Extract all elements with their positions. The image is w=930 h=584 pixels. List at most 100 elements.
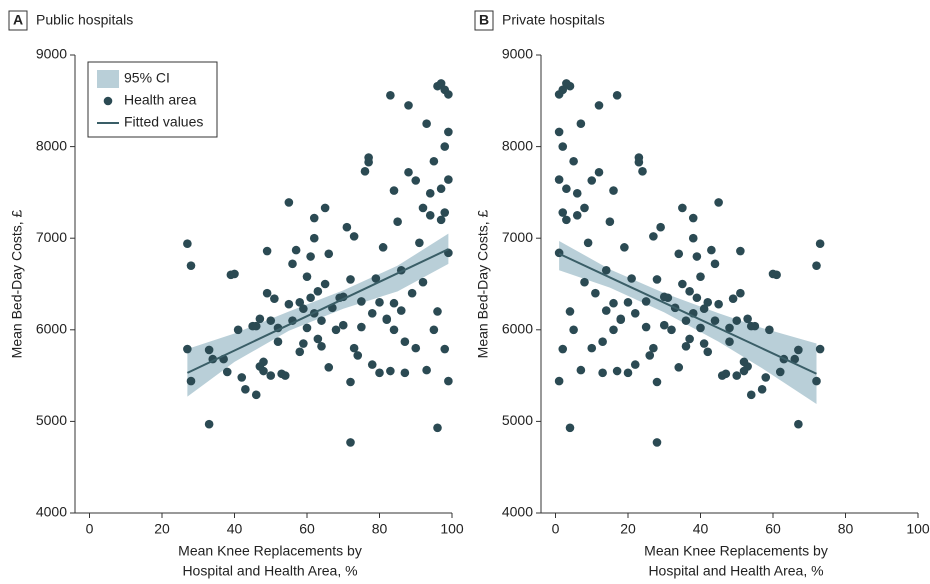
point [616, 314, 626, 324]
point [746, 390, 756, 400]
point [703, 347, 713, 357]
point [382, 314, 392, 324]
point [583, 238, 593, 248]
point [699, 339, 709, 348]
point [609, 298, 618, 308]
point [288, 259, 297, 269]
point [790, 354, 800, 364]
point [230, 269, 239, 279]
fitted-line [558, 252, 817, 375]
point [572, 211, 582, 220]
point [346, 377, 355, 387]
point [183, 344, 192, 354]
point [411, 343, 421, 353]
point [320, 203, 330, 213]
point [612, 366, 622, 376]
point [601, 265, 611, 275]
point [652, 377, 662, 387]
point [710, 259, 720, 269]
point [291, 245, 301, 255]
point [645, 351, 655, 360]
point [389, 186, 399, 195]
point [554, 175, 564, 184]
point [241, 385, 250, 394]
point [641, 322, 651, 332]
point [623, 298, 633, 307]
point [222, 367, 232, 377]
point [659, 292, 669, 302]
point [554, 127, 564, 137]
point [266, 371, 276, 380]
point [266, 316, 276, 325]
y-tick-label: 5000 [502, 412, 533, 428]
point [736, 246, 745, 256]
point [396, 306, 406, 315]
x-axis-title: Hospital and Health Area, % [182, 563, 357, 579]
y-tick-label: 9000 [36, 46, 67, 62]
point [768, 269, 778, 279]
y-tick-label: 5000 [36, 412, 67, 428]
panel-title: Private hospitals [502, 12, 605, 28]
point [436, 79, 446, 88]
point [444, 127, 453, 137]
point [765, 325, 774, 335]
point [400, 368, 410, 378]
point [436, 184, 446, 194]
y-tick-label: 8000 [36, 137, 67, 153]
point [320, 279, 330, 289]
x-tick-label: 100 [440, 521, 464, 537]
point [725, 337, 734, 347]
point [812, 261, 821, 270]
point [411, 176, 421, 185]
point [284, 198, 294, 207]
point [612, 91, 622, 100]
point [688, 233, 698, 243]
point [389, 325, 399, 335]
y-tick-label: 4000 [502, 504, 533, 520]
point [562, 215, 571, 225]
point [678, 279, 687, 289]
point [627, 274, 636, 283]
x-tick-label: 0 [552, 521, 560, 537]
point [761, 373, 771, 382]
point [699, 304, 709, 314]
point [732, 371, 742, 380]
y-tick-label: 9000 [502, 46, 533, 62]
point [746, 321, 756, 331]
legend-label: Health area [124, 92, 197, 108]
point [558, 142, 568, 151]
point [714, 299, 723, 309]
point [692, 252, 702, 261]
legend-swatch [97, 70, 119, 88]
point [349, 343, 359, 353]
panel-label-box [474, 10, 494, 31]
point [317, 341, 326, 351]
point [591, 288, 600, 298]
point [346, 438, 355, 447]
point [378, 243, 388, 252]
point [186, 261, 196, 270]
point [601, 306, 611, 315]
point [572, 189, 582, 198]
point [331, 325, 341, 335]
y-axis-title: Mean Bed-Day Costs, £ [475, 209, 491, 358]
point [295, 298, 305, 307]
point [317, 316, 326, 325]
point [815, 239, 825, 248]
point [404, 101, 413, 110]
point [649, 232, 658, 241]
point [674, 363, 684, 372]
point [558, 208, 568, 217]
point [685, 334, 694, 344]
point [309, 233, 319, 243]
point [659, 320, 669, 330]
point [280, 371, 290, 380]
y-tick-label: 6000 [502, 321, 533, 337]
point [739, 357, 749, 367]
point [404, 167, 413, 177]
point [295, 347, 305, 357]
point [204, 345, 214, 355]
point [418, 277, 428, 287]
point [652, 438, 662, 447]
point [357, 322, 366, 332]
